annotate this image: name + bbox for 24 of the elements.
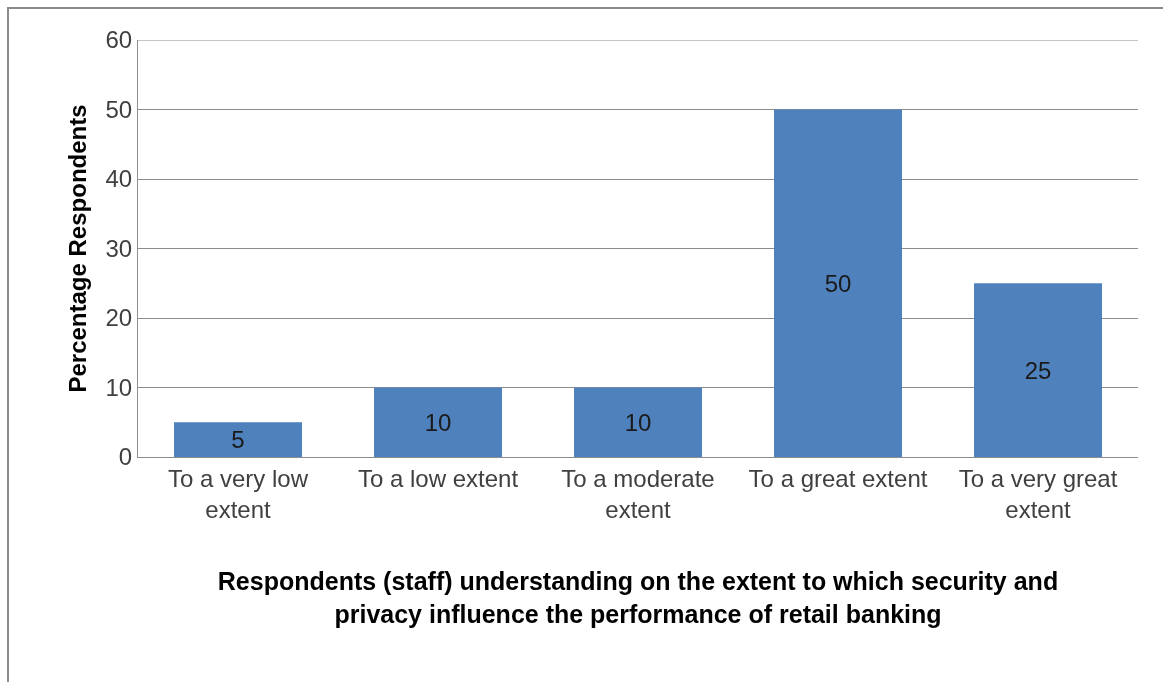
data-label: 50 <box>824 269 852 297</box>
y-tick-label: 0 <box>118 443 133 471</box>
x-tick-label: To a great extent <box>748 464 928 492</box>
data-label: 25 <box>1024 356 1052 384</box>
bar <box>174 422 302 457</box>
y-tick-label: 20 <box>105 304 133 332</box>
bar <box>574 387 702 457</box>
bar <box>974 283 1102 457</box>
y-tick-label: 50 <box>105 95 133 123</box>
y-tick-label: 30 <box>105 234 133 262</box>
data-label: 10 <box>424 408 452 436</box>
x-tick-label: To a low extent <box>357 464 519 492</box>
x-tick-label: To a very low extent <box>167 464 309 523</box>
y-tick-label: 60 <box>105 26 133 54</box>
x-tick-label: To a very great extent <box>958 464 1118 523</box>
x-axis-title: Respondents (staff) understanding on the extent to which security and privacy influence the performance of retail banking <box>217 567 1059 628</box>
data-label: 10 <box>624 408 652 436</box>
data-label: 5 <box>231 426 245 454</box>
x-tick-label: To a moderate extent <box>561 464 715 523</box>
y-axis-title: Percentage Respondents <box>63 104 91 393</box>
y-tick-label: 10 <box>105 373 133 401</box>
y-tick-label: 40 <box>105 165 133 193</box>
bar <box>374 387 502 457</box>
bar <box>774 109 902 457</box>
